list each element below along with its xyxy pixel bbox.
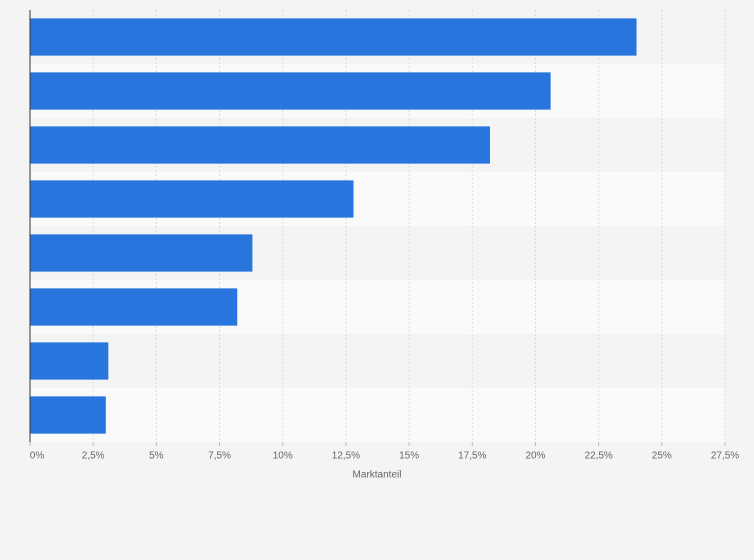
x-tick-label: 12,5% (332, 451, 360, 462)
bar (30, 72, 551, 110)
row-stripe (30, 334, 725, 388)
x-tick-label: 25% (652, 451, 672, 462)
x-tick-label: 10% (273, 451, 293, 462)
x-tick-label: 5% (149, 451, 164, 462)
x-tick-label: 17,5% (458, 451, 486, 462)
bar (30, 396, 106, 434)
bar (30, 126, 490, 164)
bar (30, 18, 637, 56)
bar (30, 288, 238, 326)
x-tick-label: 0% (30, 451, 45, 462)
row-stripe (30, 388, 725, 442)
bar (30, 180, 354, 218)
x-tick-label: 2,5% (82, 451, 105, 462)
x-tick-label: 7,5% (208, 451, 231, 462)
x-tick-label: 22,5% (584, 451, 612, 462)
x-tick-label: 15% (399, 451, 419, 462)
bar (30, 342, 109, 380)
bar (30, 234, 253, 272)
x-tick-label: 20% (525, 451, 545, 462)
x-tick-label: 27,5% (711, 451, 739, 462)
x-axis-title: Marktanteil (353, 470, 402, 481)
